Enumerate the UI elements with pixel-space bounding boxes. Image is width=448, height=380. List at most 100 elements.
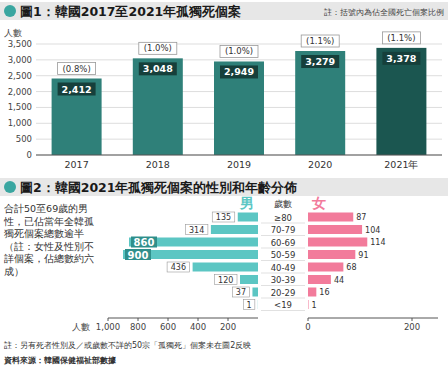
category-label: 20-29 <box>271 288 296 298</box>
bar <box>308 225 362 234</box>
title-bar <box>0 178 448 196</box>
data-label: 114 <box>370 238 385 247</box>
bar <box>308 213 353 222</box>
share-box <box>220 45 258 57</box>
tick <box>228 318 229 321</box>
label-box <box>212 212 235 222</box>
infographic: 圖1：韓國2017至2021年孤獨死個案註：括號內為佔全國死亡個案比例05001… <box>0 0 448 380</box>
category-label: 2021年 <box>384 159 418 170</box>
data-label: 314 <box>189 226 204 235</box>
bar <box>308 300 309 309</box>
title-icon <box>4 5 16 17</box>
female-bars <box>308 213 367 310</box>
tick-label: 1,000 <box>8 118 32 128</box>
category-label: 2019 <box>227 159 251 170</box>
share-box <box>382 32 420 44</box>
tick-label: 400 <box>190 322 206 332</box>
note: 註：括號內為佔全國死亡個案比例 <box>324 8 444 17</box>
bar <box>308 250 355 259</box>
row-line <box>261 248 305 249</box>
bar <box>211 225 258 234</box>
data-label: 2,949 <box>224 66 254 77</box>
tick-label: 1,000 <box>96 322 120 332</box>
axis-label: 歲數 <box>274 199 292 209</box>
tick-label: 3,000 <box>8 55 32 65</box>
row-line <box>261 285 305 286</box>
share-box <box>139 42 177 54</box>
male-bars <box>123 213 258 310</box>
grid-line <box>36 155 442 156</box>
data-label: 2,412 <box>62 84 92 95</box>
bar <box>308 238 367 247</box>
bar <box>295 51 345 155</box>
title-icon <box>4 181 16 193</box>
bar <box>214 61 264 155</box>
category-label: 2018 <box>146 159 170 170</box>
tick-label: 200 <box>404 322 420 332</box>
axis-label: 人數 <box>4 28 22 38</box>
tick-label: 600 <box>160 322 176 332</box>
label-box <box>220 65 258 78</box>
tick <box>198 318 199 321</box>
bar <box>133 58 183 155</box>
row-line <box>261 260 305 261</box>
tick <box>168 318 169 321</box>
row-line <box>261 223 305 224</box>
data-label: 860 <box>134 237 155 248</box>
bar <box>376 48 426 155</box>
category-label: ≥80 <box>274 213 292 223</box>
data-label: 87 <box>356 213 366 222</box>
data-label: 68 <box>346 263 356 272</box>
share-box <box>301 35 339 47</box>
label-box <box>215 275 238 285</box>
bar <box>238 213 258 222</box>
share-box <box>58 63 96 75</box>
label-box <box>232 287 249 297</box>
tick <box>412 318 413 321</box>
row-line <box>261 310 305 311</box>
tick-label: 500 <box>16 134 32 144</box>
data-label: 135 <box>216 213 231 222</box>
tick-label: 2,000 <box>8 87 32 97</box>
tick <box>308 318 309 321</box>
bar <box>52 79 102 155</box>
data-label: 436 <box>171 263 186 272</box>
category-label: 2017 <box>65 159 89 170</box>
axis-line <box>108 318 258 319</box>
data-label: 16 <box>319 288 329 297</box>
category-label: 50-59 <box>271 250 296 260</box>
tick-label: 200 <box>220 322 236 332</box>
tick-label: 800 <box>130 322 146 332</box>
bar <box>308 275 331 284</box>
data-label: 3,378 <box>386 53 416 64</box>
title: 圖2：韓國2021年孤獨死個案的性別和年齡分佈 <box>20 180 298 195</box>
label-box <box>139 62 177 75</box>
axis-line <box>36 155 442 156</box>
axis-line <box>308 318 438 319</box>
bar <box>308 288 316 297</box>
tick-label: 3,500 <box>8 39 32 49</box>
tick-label: 2,500 <box>8 71 32 81</box>
bars <box>52 48 427 155</box>
category-label: 60-69 <box>271 238 296 248</box>
bar <box>193 263 258 272</box>
tick-label: 1,500 <box>8 102 32 112</box>
category-label: <19 <box>274 300 292 310</box>
share-label: (1.1%) <box>306 36 334 46</box>
data-label: 1 <box>312 301 317 310</box>
data-label: 3,279 <box>305 56 335 67</box>
bar <box>240 275 258 284</box>
source: 資料來源：韓國保健福祉部數據 <box>3 356 117 365</box>
tick <box>138 318 139 321</box>
row-line <box>261 235 305 236</box>
data-label: 120 <box>218 276 233 285</box>
share-label: (1.0%) <box>225 46 253 56</box>
category-label: 30-39 <box>271 275 296 285</box>
data-label: 44 <box>334 276 344 285</box>
label-box <box>185 225 208 235</box>
share-label: (1.0%) <box>144 43 172 53</box>
legend-label: 女 <box>311 195 326 211</box>
label-box <box>301 55 339 68</box>
share-label: (1.1%) <box>387 33 415 43</box>
grid-line <box>36 44 442 45</box>
